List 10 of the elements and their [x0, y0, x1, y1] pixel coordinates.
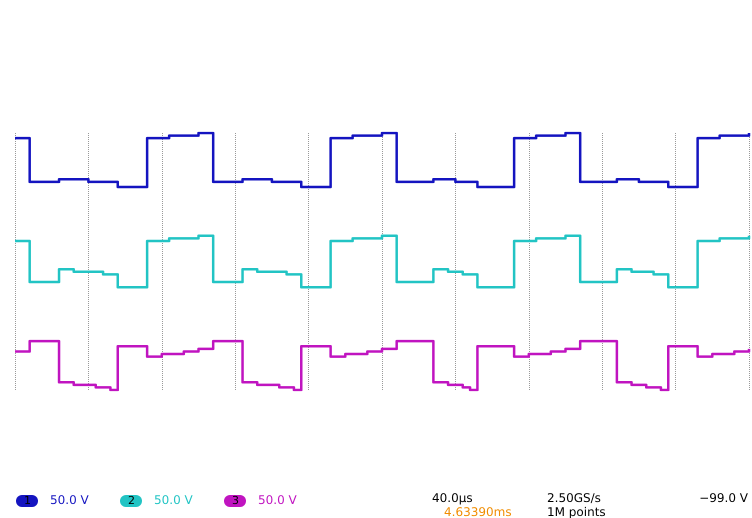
text: 1 [24, 494, 31, 507]
text: −99.0 V [699, 491, 749, 505]
text: 50.0 V [258, 493, 298, 507]
text: 3 [232, 494, 239, 507]
text: 40.0µs [432, 491, 473, 505]
text: 4.63390ms [444, 505, 512, 518]
text: 2 [128, 494, 135, 507]
text: 50.0 V [50, 493, 90, 507]
text: 50.0 V [154, 493, 194, 507]
text: 2.50GS/s [547, 491, 601, 505]
